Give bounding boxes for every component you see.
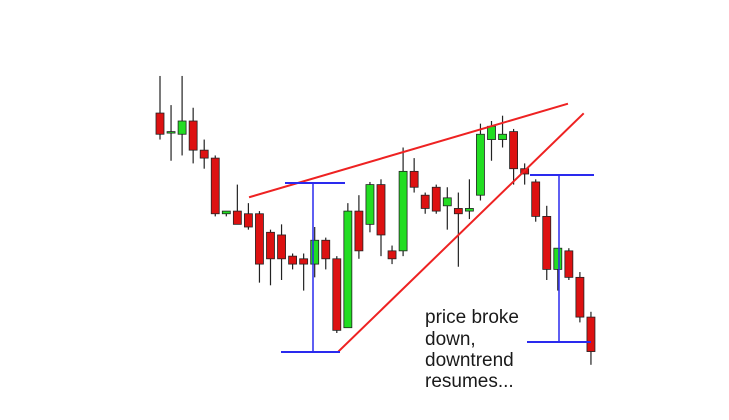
candle-body xyxy=(431,186,441,212)
candle-body xyxy=(310,239,320,265)
candle xyxy=(221,210,231,217)
candle xyxy=(232,184,242,225)
candle-body xyxy=(586,316,596,352)
candle xyxy=(498,115,507,148)
candle-body xyxy=(299,258,309,265)
candle-body xyxy=(476,133,485,196)
candle-body xyxy=(177,120,187,135)
candle-body xyxy=(266,231,275,260)
candle-body xyxy=(255,213,264,265)
candle xyxy=(354,195,364,259)
candle-body xyxy=(288,255,298,265)
candle xyxy=(464,179,474,220)
candle-body xyxy=(243,213,253,228)
candle-body xyxy=(453,208,463,215)
candle-body xyxy=(210,157,220,215)
candle-body xyxy=(420,194,430,209)
candle-body xyxy=(498,133,507,140)
overlays-group xyxy=(248,102,594,353)
candle xyxy=(343,203,353,329)
candle xyxy=(188,107,198,164)
candle xyxy=(199,139,209,169)
wedge-lower-trendline xyxy=(337,112,585,353)
candle xyxy=(299,253,309,291)
candle-body xyxy=(464,208,474,212)
candle xyxy=(509,128,519,185)
annotation-line-1: price broke xyxy=(425,307,519,328)
candle-body xyxy=(387,250,397,260)
annotation-line-3: downtrend xyxy=(425,350,514,371)
candle-body xyxy=(321,239,331,260)
annotation-line-4: resumes... xyxy=(425,371,514,392)
candle xyxy=(266,229,275,286)
candle-body xyxy=(155,112,165,135)
candle xyxy=(575,272,585,323)
candle xyxy=(243,203,253,230)
candle xyxy=(332,256,342,333)
candle xyxy=(453,192,463,267)
candle xyxy=(542,205,552,280)
candle-body xyxy=(564,250,574,278)
candle xyxy=(155,75,165,140)
candle xyxy=(277,224,286,280)
candle-body xyxy=(221,210,231,215)
candle-body xyxy=(343,210,353,329)
candle-body xyxy=(332,258,342,331)
candle xyxy=(321,237,331,270)
candle xyxy=(255,211,264,283)
candle xyxy=(365,181,375,233)
candle-body xyxy=(442,197,452,207)
candles-group xyxy=(155,75,596,365)
candle-body xyxy=(188,120,198,151)
candle-body xyxy=(365,184,375,225)
wedge-upper-trendline xyxy=(248,102,569,199)
candle xyxy=(210,155,220,217)
candle-body xyxy=(575,276,585,318)
candle-body xyxy=(509,131,519,170)
candle-body xyxy=(376,184,386,236)
candle-body xyxy=(487,125,496,140)
candle-body xyxy=(409,170,419,188)
candle-body xyxy=(166,131,176,134)
candle xyxy=(398,147,408,257)
candle xyxy=(288,253,298,270)
annotation-line-2: down, xyxy=(425,329,476,350)
candle xyxy=(420,192,430,214)
candle xyxy=(564,248,574,280)
candle-body xyxy=(199,149,209,159)
candle xyxy=(442,187,452,230)
candle-body xyxy=(553,247,563,270)
candle-body xyxy=(542,215,552,270)
candle-body xyxy=(398,170,408,252)
candle xyxy=(177,75,187,156)
candle xyxy=(531,179,541,222)
candle xyxy=(431,184,441,214)
candle xyxy=(376,179,386,257)
candle-body xyxy=(277,234,286,260)
candle xyxy=(409,158,419,193)
candle xyxy=(387,245,397,265)
candle-body xyxy=(232,210,242,225)
candle xyxy=(476,123,485,201)
candle xyxy=(166,105,176,161)
candle-body xyxy=(354,210,364,252)
candle xyxy=(586,311,596,365)
candle xyxy=(310,227,320,278)
candle xyxy=(553,247,563,291)
candle-body xyxy=(531,181,541,217)
